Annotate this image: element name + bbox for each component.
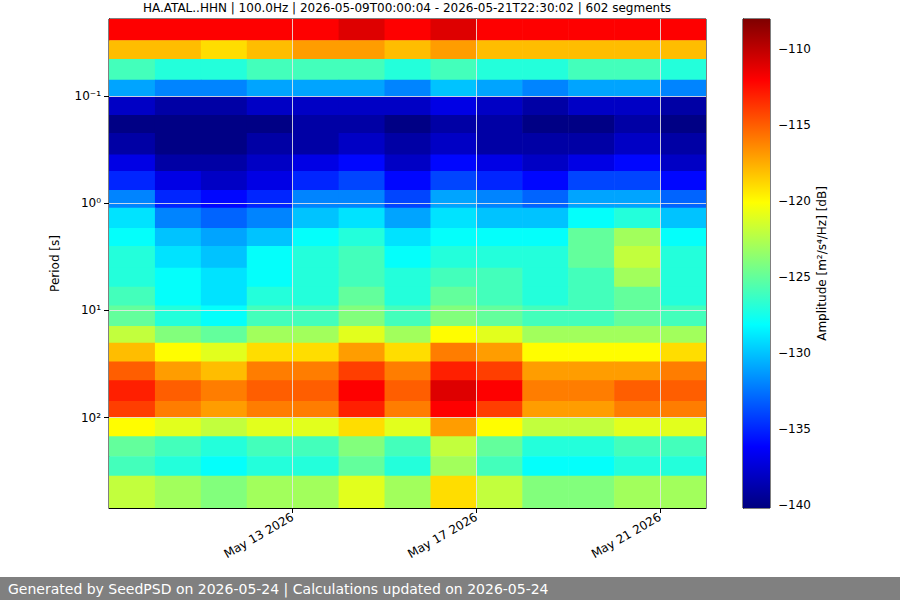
svg-text:May 21 2026: May 21 2026: [589, 510, 664, 561]
svg-text:10²: 10²: [81, 411, 101, 425]
svg-text:−125: −125: [778, 270, 811, 284]
svg-text:Amplitude [m²/s⁴/Hz] [dB]: Amplitude [m²/s⁴/Hz] [dB]: [815, 186, 829, 341]
svg-text:May 17 2026: May 17 2026: [405, 510, 480, 561]
svg-text:−110: −110: [778, 42, 811, 56]
svg-text:HA.ATAL..HHN | 100.0Hz | 2026-: HA.ATAL..HHN | 100.0Hz | 2026-05-09T00:0…: [143, 1, 671, 15]
svg-text:Generated by SeedPSD on 2026-0: Generated by SeedPSD on 2026-05-24 | Cal…: [8, 581, 549, 598]
svg-text:May 13 2026: May 13 2026: [222, 510, 297, 561]
svg-text:Period [s]: Period [s]: [48, 235, 62, 292]
svg-text:10⁰: 10⁰: [81, 196, 101, 210]
svg-text:−120: −120: [778, 194, 811, 208]
svg-text:10⁻¹: 10⁻¹: [75, 89, 102, 103]
svg-text:−140: −140: [778, 498, 811, 512]
svg-text:−130: −130: [778, 346, 811, 360]
svg-text:−135: −135: [778, 422, 811, 436]
svg-text:−115: −115: [778, 118, 811, 132]
svg-text:10¹: 10¹: [81, 303, 101, 317]
